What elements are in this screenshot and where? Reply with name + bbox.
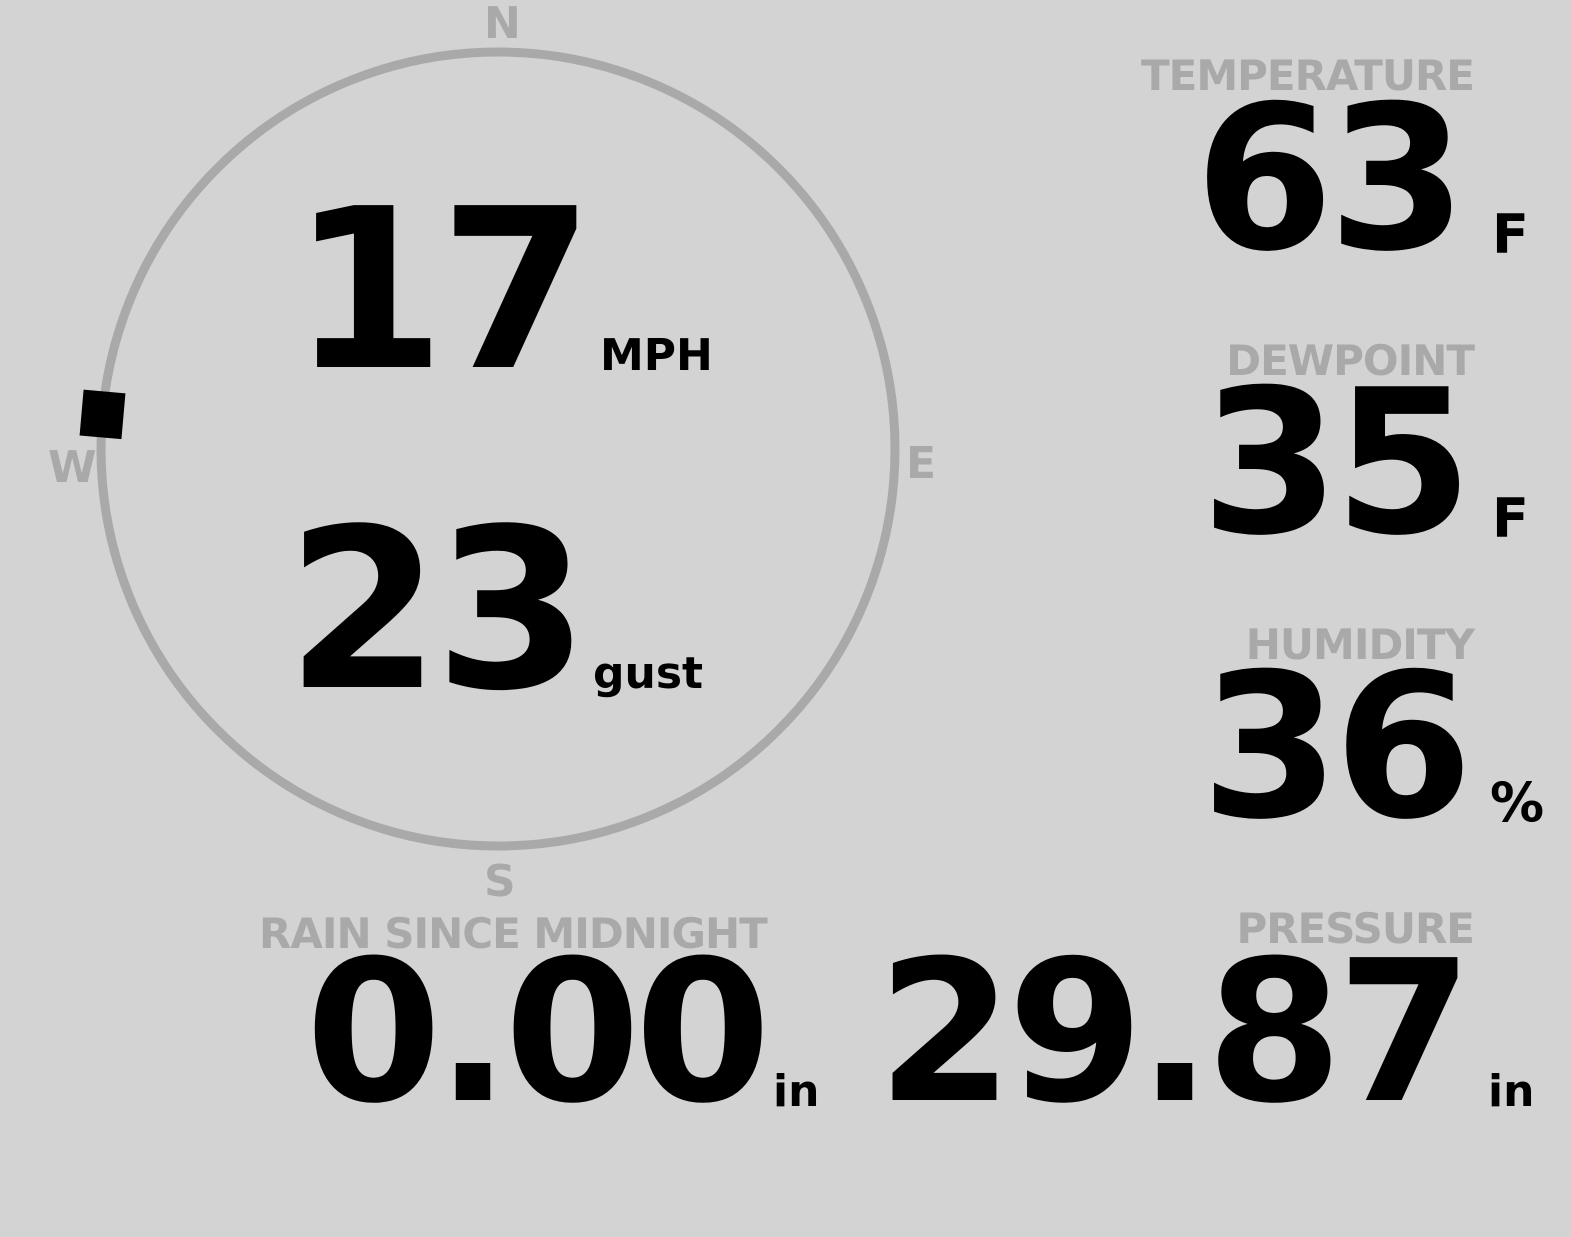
- humidity-unit: %: [1490, 771, 1545, 834]
- compass-west-label: W: [48, 442, 97, 493]
- wind-speed-value: 17: [291, 162, 594, 420]
- humidity-label: HUMIDITY: [1245, 620, 1475, 669]
- dewpoint-label: DEWPOINT: [1226, 336, 1475, 385]
- dewpoint-value: 35: [1200, 347, 1473, 580]
- temperature-value: 63: [1194, 63, 1467, 296]
- temperature-unit: F: [1492, 203, 1529, 266]
- wind-compass: [79, 47, 900, 851]
- pressure-label: PRESSURE: [1236, 904, 1475, 953]
- rain-unit: in: [773, 1066, 820, 1117]
- wind-gust-value: 23: [286, 482, 589, 740]
- wind-speed-unit: MPH: [600, 330, 713, 381]
- compass-south-label: S: [484, 856, 516, 907]
- humidity-value: 36: [1200, 631, 1473, 864]
- compass-north-label: N: [484, 0, 521, 49]
- wind-gust-label: gust: [593, 648, 704, 699]
- wind-direction-marker: [79, 389, 126, 440]
- rain-label: RAIN SINCE MIDNIGHT: [259, 909, 768, 958]
- rain-value: 0.00: [305, 919, 771, 1147]
- temperature-label: TEMPERATURE: [1141, 51, 1475, 100]
- compass-ring: [96, 47, 900, 851]
- pressure-unit: in: [1488, 1066, 1535, 1117]
- dewpoint-unit: F: [1492, 487, 1529, 550]
- compass-east-label: E: [906, 438, 937, 489]
- pressure-value: 29.87: [877, 919, 1473, 1147]
